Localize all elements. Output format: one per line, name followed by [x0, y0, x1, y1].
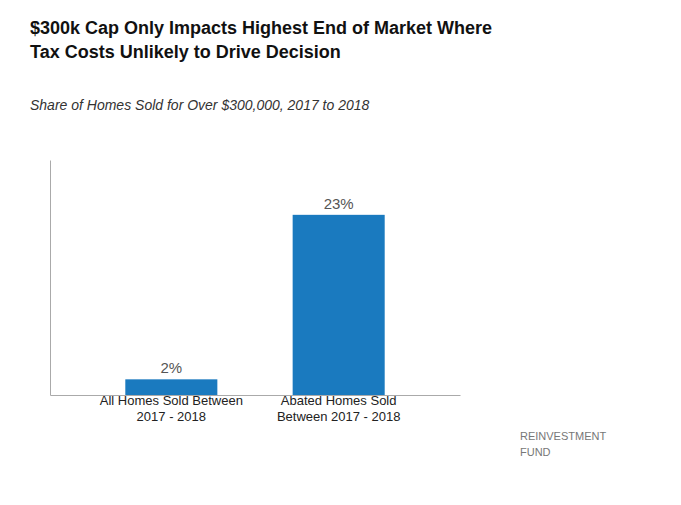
x-tick: All Homes Sold Between2017 - 2018: [100, 393, 243, 424]
y-axis: [50, 161, 51, 396]
text-line: Abated Homes Sold: [281, 393, 397, 408]
text-line: FUND: [520, 446, 551, 458]
text-line: Tax Costs Unlikely to Drive Decision: [30, 42, 341, 62]
bar: [293, 215, 385, 395]
chart-svg: $300k Cap Only Impacts Highest End of Ma…: [0, 0, 681, 505]
data-label: 23%: [324, 195, 354, 212]
text-line: REINVESTMENT: [520, 430, 606, 442]
x-tick: Abated Homes SoldBetween 2017 - 2018: [277, 393, 401, 424]
x-tick-label: All Homes Sold Between2017 - 2018: [100, 393, 243, 424]
x-tick-label: Abated Homes SoldBetween 2017 - 2018: [277, 393, 401, 424]
data-label: 2%: [160, 359, 182, 376]
text-line: $300k Cap Only Impacts Highest End of Ma…: [30, 18, 492, 38]
annotation: REINVESTMENT FUND: [520, 430, 606, 458]
x-axis: All Homes Sold Between2017 - 2018 Abated …: [51, 393, 461, 424]
y-axis-line: [50, 161, 51, 396]
title: $300k Cap Only Impacts Highest End of Ma…: [30, 18, 492, 62]
text-line: Between 2017 - 2018: [277, 409, 401, 424]
bars: [125, 215, 384, 395]
text-line: All Homes Sold Between: [100, 393, 243, 408]
subtitle: Share of Homes Sold for Over $300,000, 2…: [30, 97, 370, 113]
data-labels: 2% 23%: [160, 195, 353, 376]
text-line: 2017 - 2018: [137, 409, 206, 424]
plot-area: All Homes Sold Between2017 - 2018 Abated …: [51, 161, 461, 425]
